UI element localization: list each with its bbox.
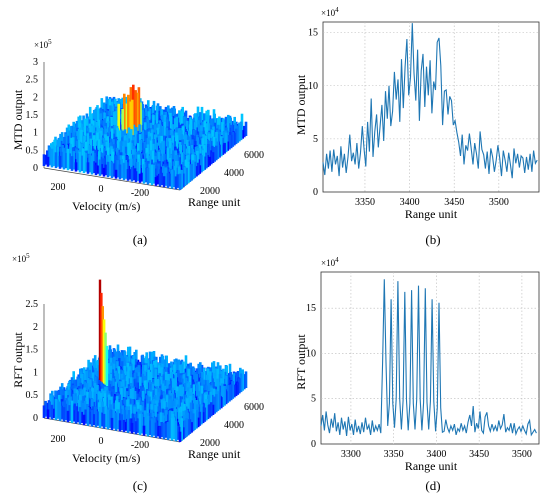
y-axis-label-a: Range unit: [188, 195, 241, 209]
panel-d: ×104 RFT output 0 5 10 15 3300 3350 3400 3450 35…: [275, 252, 550, 498]
y-tick-a-1: 4000: [224, 168, 244, 179]
series-line-d: [320, 279, 537, 437]
x-tick-a-1: 0: [99, 184, 104, 195]
y-tick-label: 15: [306, 303, 316, 314]
x-tick-label: 3300: [341, 449, 361, 460]
z-tick-label: 1.5: [26, 110, 39, 121]
x-tick-c-1: 0: [99, 436, 104, 447]
caption-a: (a): [132, 232, 148, 247]
y-tick-label: 10: [306, 348, 316, 359]
z-tick-label: 1.5: [26, 345, 39, 356]
x-tick-label: 3400: [400, 197, 420, 208]
z-tick-label: 2.5: [26, 299, 39, 310]
z-tick-label: 0.5: [26, 145, 39, 156]
z-exponent-a: ×105: [34, 38, 52, 50]
caption-b: (b): [425, 232, 441, 247]
y-tick-label: 5: [311, 394, 316, 405]
x-axis-label-a: Velocity (m/s): [72, 199, 140, 213]
y-axis-label-d: RFT output: [294, 334, 308, 390]
x-tick-c-0: 200: [51, 434, 66, 445]
y-exponent-b: ×104: [321, 6, 339, 18]
caption-c: (c): [132, 478, 148, 493]
series-line-b: [322, 23, 538, 179]
z-tick-label: 0.5: [26, 390, 39, 401]
plot-area-d: [320, 271, 540, 445]
x-tick-label: 3500: [512, 449, 532, 460]
y-tick-c-2: 6000: [244, 402, 264, 413]
z-tick-label: 2.5: [26, 75, 39, 86]
x-tick-label: 3400: [426, 449, 446, 460]
x-tick-label: 3450: [444, 197, 464, 208]
panel-a: ×105 MTD output 0 0.5 1 1.5 2 2.5 3 200 0 -200…: [0, 0, 275, 247]
surface-plot-c: ×105 RFT output 00.511.522.5 200 0 -200 …: [11, 252, 264, 465]
y-tick-a-0: 2000: [200, 186, 220, 197]
z-axis-label-c: RFT output: [11, 332, 25, 388]
y-tick-label: 10: [308, 81, 318, 92]
plot-area-b: [322, 21, 540, 193]
x-axis-label-d: Range unit: [405, 459, 458, 473]
y-tick-label: 15: [308, 28, 318, 39]
y-tick-c-1: 4000: [224, 420, 244, 431]
y-exponent-d: ×104: [321, 256, 339, 268]
y-tick-label: 0: [311, 439, 316, 450]
z-axis-label-a: MTD output: [11, 89, 25, 150]
z-tick-label: 2: [33, 322, 38, 333]
x-tick-label: 3350: [384, 449, 404, 460]
line-plot-d: ×104 RFT output 0 5 10 15 3300 3350 3400 3450 35…: [294, 256, 540, 473]
z-tick-label: 0: [33, 163, 38, 174]
x-tick-label: 3500: [489, 197, 509, 208]
line-plot-b: ×104 MTD output 0 5 10 15 3350 3400 3450 3500 R…: [294, 6, 540, 221]
panel-b: ×104 MTD output 0 5 10 15 3350 3400 3450 3500 R…: [275, 0, 550, 247]
y-axis-label-c: Range unit: [188, 447, 241, 461]
surface-plot-a: ×105 MTD output 0 0.5 1 1.5 2 2.5 3 200 0 -200…: [11, 38, 264, 213]
panel-c: ×105 RFT output 0 0.5 1 1.5 2 2.5 200 0 -200 …: [0, 252, 275, 498]
y-axis-label-b: MTD output: [294, 74, 308, 135]
caption-d: (d): [425, 478, 441, 493]
z-exponent-c: ×105: [12, 252, 30, 264]
x-tick-c-2: -200: [131, 440, 149, 451]
x-tick-label: 3450: [469, 449, 489, 460]
y-tick-label: 5: [313, 134, 318, 145]
x-axis-label-c: Velocity (m/s): [72, 451, 140, 465]
z-tick-label: 1: [33, 367, 38, 378]
x-tick-a-0: 200: [51, 182, 66, 193]
x-axis-label-b: Range unit: [405, 207, 458, 221]
y-tick-a-2: 6000: [244, 150, 264, 161]
x-tick-label: 3350: [355, 197, 375, 208]
y-tick-c-0: 2000: [200, 438, 220, 449]
z-tick-label: 0: [33, 413, 38, 424]
z-tick-label: 3: [33, 57, 38, 68]
y-tick-label: 0: [313, 187, 318, 198]
z-tick-label: 1: [33, 128, 38, 139]
x-tick-a-2: -200: [131, 188, 149, 199]
z-tick-label: 2: [33, 92, 38, 103]
